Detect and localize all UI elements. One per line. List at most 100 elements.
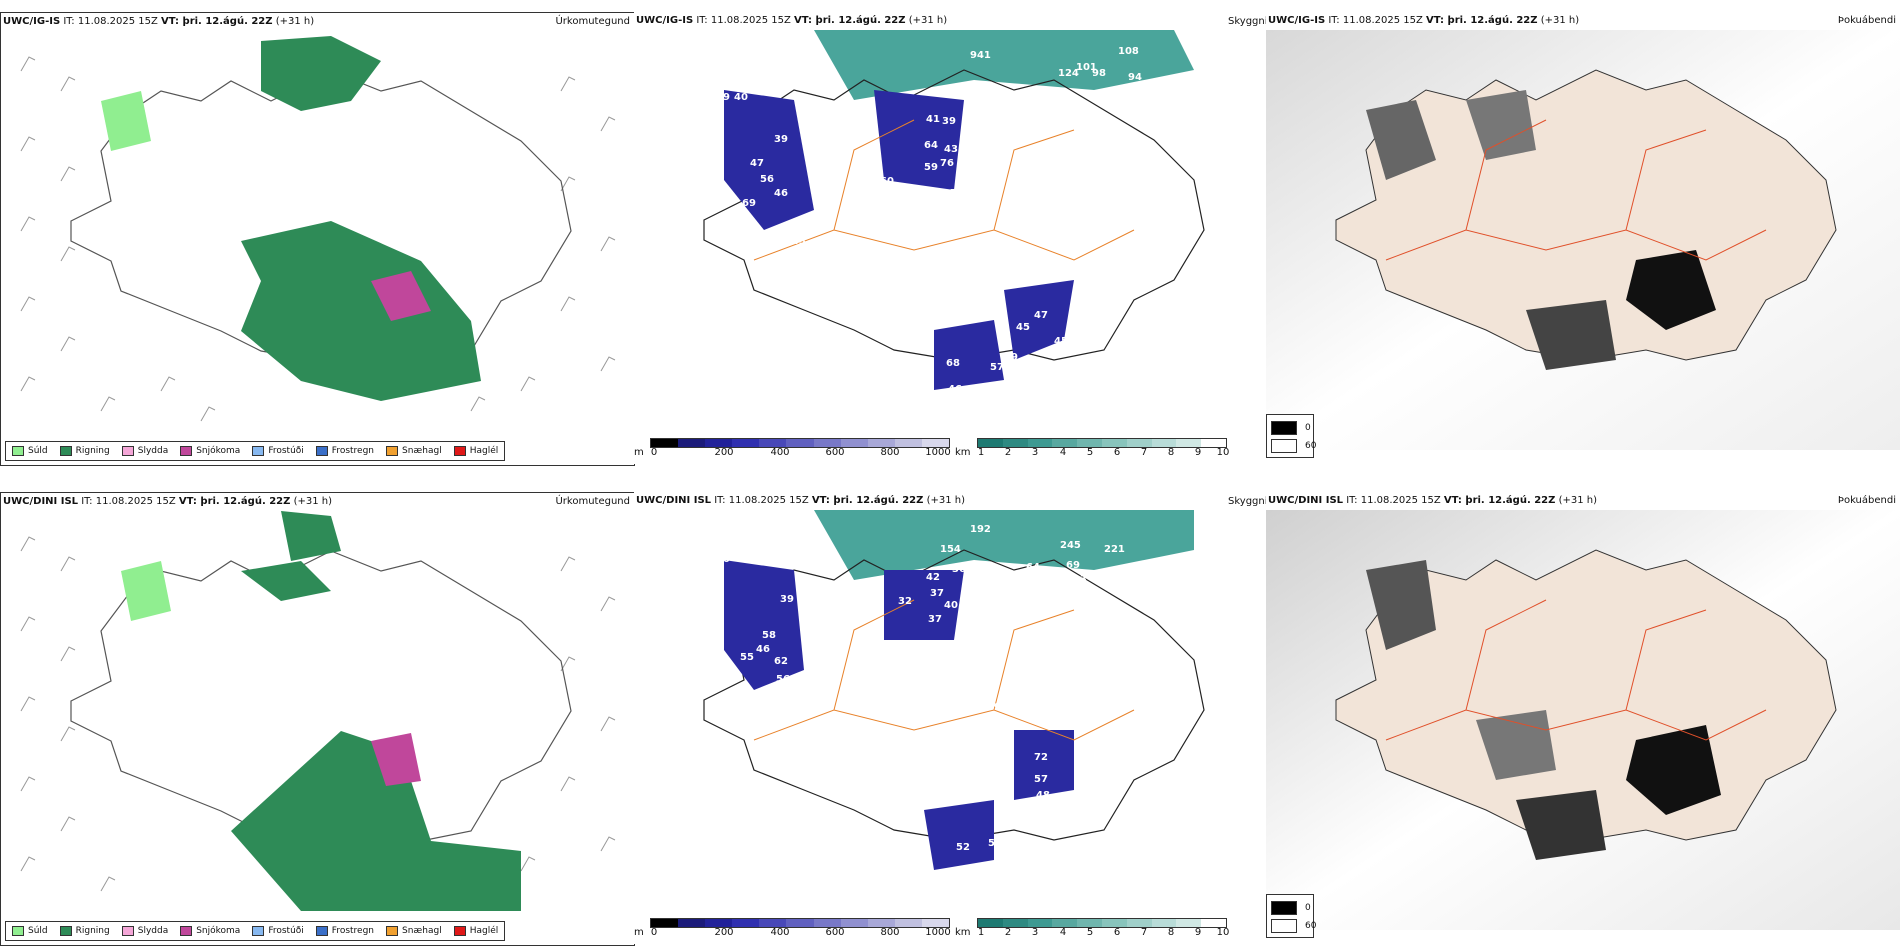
panel-header: UWC/DINI ISL IT: 11.08.2025 15Z VT: þri.… bbox=[634, 492, 1234, 510]
legend-label: Frostúði bbox=[268, 446, 304, 456]
legend-item: Rigning bbox=[59, 446, 110, 456]
legend-label: Haglél bbox=[469, 446, 499, 456]
visibility-scale-bar bbox=[977, 438, 1227, 448]
cloud-height-label: 57 bbox=[990, 362, 1004, 373]
precip-panel-row1: UWC/IG-IS IT: 11.08.2025 15Z VT: þri. 12… bbox=[0, 12, 635, 466]
scale-tick: 3 bbox=[1031, 447, 1039, 458]
cloud-height-label: 84 bbox=[886, 200, 900, 211]
model-name: UWC/IG-IS bbox=[636, 15, 694, 26]
legend-swatch bbox=[252, 926, 265, 936]
cloud-height-label: 99 bbox=[914, 356, 928, 367]
cloud-height-label: 245 bbox=[1060, 540, 1081, 551]
roads bbox=[753, 119, 1135, 261]
legend-label: Snjókoma bbox=[196, 926, 241, 936]
low-cloud-area bbox=[934, 320, 1004, 390]
cloud-height-label: 39 bbox=[814, 624, 828, 635]
cloud-height-label: 41 bbox=[926, 114, 940, 125]
legend-swatch bbox=[180, 926, 193, 936]
cloud-height-label: 609 bbox=[980, 702, 1001, 713]
cloud-height-label: 108 bbox=[1118, 46, 1139, 57]
scale-tick: 5 bbox=[1086, 927, 1094, 938]
cloud-height-label: 56 bbox=[760, 174, 774, 185]
legend-label: Súld bbox=[28, 926, 48, 936]
low-cloud-area bbox=[874, 90, 964, 190]
cloud-height-label: 42 bbox=[926, 572, 940, 583]
scale-tick: 9 bbox=[1194, 927, 1202, 938]
iceland-outline bbox=[70, 70, 572, 362]
legend-label: Frostúði bbox=[268, 926, 304, 936]
lead-time: (+31 h) bbox=[1537, 15, 1580, 26]
rain-area bbox=[231, 731, 521, 911]
cloud-height-label: 92 bbox=[846, 688, 860, 699]
fog-legend-row: 0 bbox=[1271, 901, 1311, 915]
init-time: IT: 11.08.2025 15Z bbox=[711, 495, 812, 506]
scale-tick: 3 bbox=[1031, 927, 1039, 938]
elevation-scale-bar bbox=[650, 438, 950, 448]
scale-tick: 400 bbox=[770, 447, 790, 458]
model-name: UWC/IG-IS bbox=[1268, 15, 1326, 26]
fog-legend-swatch bbox=[1271, 421, 1297, 435]
cloud-height-label: 72 bbox=[1034, 752, 1048, 763]
cloud-height-label: 193 bbox=[1066, 574, 1087, 585]
legend-swatch bbox=[453, 446, 466, 456]
wind-barbs bbox=[20, 536, 616, 892]
fog-dense-area bbox=[1626, 250, 1716, 330]
scale-tick: 800 bbox=[880, 927, 900, 938]
legend-item: Rigning bbox=[59, 926, 110, 936]
legend-item: Súld bbox=[12, 446, 48, 456]
legend-item: Frostregn bbox=[315, 446, 374, 456]
scale-tick: 1 bbox=[977, 447, 985, 458]
cloud-height-label: 47 bbox=[856, 152, 870, 163]
legend-swatch bbox=[59, 926, 72, 936]
legend-swatch bbox=[252, 446, 265, 456]
cloud-height-label: 40 bbox=[944, 600, 958, 611]
lead-time: (+31 h) bbox=[290, 496, 333, 507]
cloud-height-label: 56 bbox=[776, 674, 790, 685]
legend-swatch bbox=[59, 446, 72, 456]
cloud-height-label: 40 bbox=[716, 554, 730, 565]
init-time: IT: 11.08.2025 15Z bbox=[78, 496, 179, 507]
cloud-height-label: 221 bbox=[1104, 544, 1125, 555]
cloud-height-label: 76 bbox=[940, 158, 954, 169]
legend-label: Rigning bbox=[75, 926, 110, 936]
cloud-height-label: 79 bbox=[950, 188, 964, 199]
cloud-height-label: 49 bbox=[716, 92, 730, 103]
legend-swatch bbox=[121, 926, 134, 936]
cloud-height-label: 57 bbox=[1028, 586, 1042, 597]
legend-item: Frostúði bbox=[252, 926, 304, 936]
cloud-height-label: 29 bbox=[884, 662, 898, 673]
fog-map bbox=[1266, 30, 1900, 450]
valid-time: þri. 12.ágú. 22Z bbox=[815, 15, 906, 26]
fog-legend-swatch bbox=[1271, 901, 1297, 915]
cloud-height-label: 50 bbox=[908, 382, 922, 393]
elevation-unit: m bbox=[634, 447, 644, 458]
cloud-height-label: 46 bbox=[774, 188, 788, 199]
fog-moderate-area bbox=[1466, 90, 1536, 160]
visibility-unit: km bbox=[955, 927, 971, 938]
cloud-height-label: 61 bbox=[722, 74, 736, 85]
cloud-height-label: 37 bbox=[928, 614, 942, 625]
legend-label: Snæhagl bbox=[402, 926, 442, 936]
cloud-height-label: 52 bbox=[956, 842, 970, 853]
cloud-height-label: 31 bbox=[740, 552, 754, 563]
legend-item: Frostregn bbox=[315, 926, 374, 936]
scale-tick: 0 bbox=[650, 447, 658, 458]
fog-legend-swatch bbox=[1271, 919, 1297, 933]
fog-legend-row: 0 bbox=[1271, 421, 1311, 435]
cloudbase-panel-row2: UWC/DINI ISL IT: 11.08.2025 15Z VT: þri.… bbox=[634, 492, 1234, 944]
cloudbase-map: 61 49 40 44 39 47 56 46 69 43 47 64 41 3… bbox=[703, 30, 1205, 411]
cloud-height-label: 44 bbox=[984, 564, 998, 575]
precip-panel-row2: UWC/DINI ISL IT: 11.08.2025 15Z VT: þri.… bbox=[0, 492, 635, 946]
fog-panel-row2: UWC/DINI ISL IT: 11.08.2025 15Z VT: þri.… bbox=[1266, 492, 1900, 944]
init-time: IT: 11.08.2025 15Z bbox=[693, 15, 795, 26]
rain-area bbox=[241, 561, 331, 601]
legend-label: Rigning bbox=[75, 446, 110, 456]
panel-header: UWC/DINI ISL IT: 11.08.2025 15Z VT: þri.… bbox=[1, 493, 634, 511]
low-cloud-area bbox=[1004, 280, 1074, 360]
cloud-height-label: 110 bbox=[806, 824, 827, 835]
iceland-outline bbox=[70, 550, 572, 842]
panel-header: UWC/IG-IS IT: 11.08.2025 15Z VT: þri. 12… bbox=[1, 13, 634, 31]
legend-label: Súld bbox=[28, 446, 48, 456]
legend-label: Slydda bbox=[137, 926, 169, 936]
cloud-height-label: 39 bbox=[942, 116, 956, 127]
